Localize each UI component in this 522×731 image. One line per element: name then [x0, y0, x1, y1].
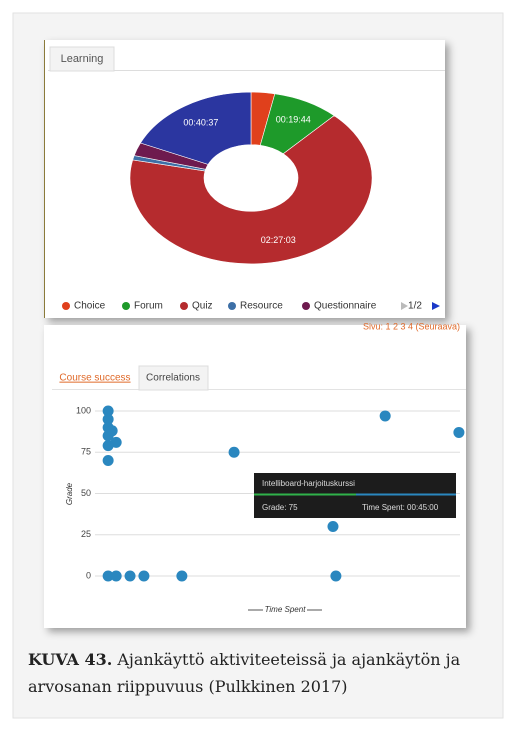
slice-label: 02:27:03 — [261, 235, 296, 245]
legend-pager[interactable]: 1/2 — [408, 301, 422, 312]
scatter-point — [106, 425, 118, 437]
legend-label: Quiz — [192, 301, 213, 312]
tooltip-time: Time Spent: 00:45:00 — [362, 503, 439, 512]
scatter-point — [228, 446, 240, 458]
scatter-point — [102, 440, 114, 452]
caption-text: Ajankäyttö aktiviteeteissä ja ajankäytön… — [28, 650, 461, 696]
scatter-point — [176, 570, 188, 582]
scatter-point — [379, 410, 391, 422]
scatter-point — [102, 413, 114, 425]
scatter-point — [453, 426, 465, 438]
tab[interactable] — [138, 365, 209, 391]
pager-next[interactable] — [432, 302, 440, 310]
scatter-point — [110, 570, 122, 582]
y-tick-label: 75 — [81, 447, 91, 457]
y-tick-label: 25 — [81, 529, 91, 539]
scatter-point — [102, 570, 114, 582]
tab-label[interactable]: Correlations — [146, 373, 200, 384]
legend-label: Resource — [240, 301, 283, 312]
legend-swatch — [62, 302, 70, 310]
tooltip-title: Intelliboard-harjoituskurssi — [262, 479, 355, 488]
tooltip: Intelliboard-harjoituskurssi Grade: 75 T… — [254, 473, 456, 518]
caption-label: KUVA 43. — [28, 650, 113, 669]
y-axis-label: Grade — [65, 482, 74, 505]
slice-label: 00:40:37 — [183, 118, 218, 128]
y-tick-label: 50 — [81, 488, 91, 498]
scatter-point — [124, 570, 136, 582]
legend-swatch — [180, 302, 188, 310]
y-tick-label: 0 — [86, 570, 91, 580]
plots: 00:19:44 02:27:03 00:40:37 Choice Forum Quiz R… — [62, 91, 465, 614]
scatter-point — [102, 455, 114, 466]
donut-slice — [140, 91, 252, 165]
caption: KUVA 43. Ajankäyttö aktiviteeteissä ja a… — [28, 646, 498, 700]
tab-label[interactable]: Course success — [59, 373, 130, 384]
donut-slice — [129, 115, 373, 265]
legend-label: Questionnaire — [314, 301, 377, 312]
legend-swatch — [122, 302, 130, 310]
y-tick-label: 100 — [76, 405, 91, 415]
legend-swatch — [228, 302, 236, 310]
scatter-point — [330, 570, 342, 582]
tab-label[interactable]: Learning — [61, 53, 104, 65]
pager-prev[interactable] — [401, 302, 408, 310]
panel-top — [44, 40, 445, 318]
scatter-point — [138, 570, 150, 582]
scatter-point — [327, 521, 339, 532]
pagination[interactable]: Sivu: 1 2 3 4 (Seuraava) — [363, 321, 460, 331]
legend-swatch — [302, 302, 310, 310]
scatter-point — [102, 405, 114, 417]
legend-label: Choice — [74, 301, 106, 312]
legend-label: Forum — [134, 301, 163, 312]
x-axis-label: Time Spent — [265, 605, 307, 614]
slice-label: 00:19:44 — [276, 114, 311, 124]
tooltip-grade: Grade: 75 — [262, 503, 298, 512]
tab[interactable] — [49, 46, 115, 72]
